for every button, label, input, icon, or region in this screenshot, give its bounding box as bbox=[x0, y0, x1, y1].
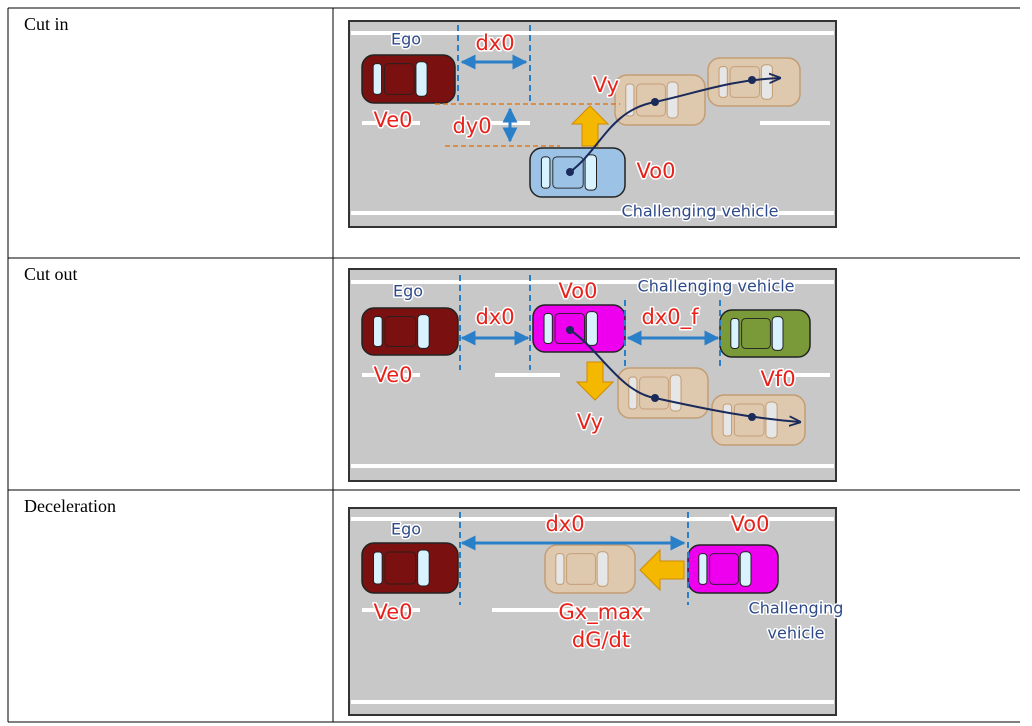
car-windshield bbox=[585, 311, 598, 346]
car bbox=[719, 309, 811, 358]
trajectory-point bbox=[748, 76, 756, 84]
car-roof bbox=[639, 376, 669, 410]
label: Challenging bbox=[749, 599, 844, 618]
label: Vo0 bbox=[731, 512, 770, 536]
car-windshield bbox=[760, 64, 773, 100]
car-windshield bbox=[669, 374, 682, 412]
car-windshield bbox=[417, 549, 430, 587]
label: Vo0 bbox=[637, 159, 676, 183]
label: Gx_max bbox=[559, 600, 644, 625]
label: Vo0 bbox=[559, 279, 598, 303]
table-grid bbox=[7, 7, 1020, 723]
label: dy0 bbox=[452, 114, 491, 138]
car-windshield bbox=[596, 551, 609, 587]
row-label: Cut out bbox=[24, 264, 78, 284]
trajectory-point bbox=[566, 168, 574, 176]
label: Vy bbox=[593, 73, 619, 97]
car-roof bbox=[383, 63, 415, 95]
car bbox=[711, 394, 806, 446]
label: dx0_f bbox=[641, 305, 699, 330]
row-label: Deceleration bbox=[24, 496, 116, 516]
trajectory-point bbox=[651, 394, 659, 402]
car-windshield bbox=[417, 314, 430, 349]
car-rear-window bbox=[372, 63, 383, 95]
label: Challenging vehicle bbox=[638, 277, 795, 296]
car-rear-window bbox=[628, 376, 638, 410]
car-windshield bbox=[739, 551, 752, 587]
car-rear-window bbox=[543, 312, 553, 345]
car bbox=[617, 367, 709, 419]
label: dx0 bbox=[545, 512, 584, 536]
label: Challenging vehicle bbox=[622, 202, 779, 221]
diagrams bbox=[348, 20, 837, 716]
car-rear-window bbox=[698, 553, 708, 585]
label: Ve0 bbox=[373, 600, 412, 624]
trajectory-point bbox=[748, 413, 756, 421]
car-rear-window bbox=[555, 553, 565, 585]
car-roof bbox=[741, 317, 771, 350]
car bbox=[529, 147, 626, 198]
label: vehicle bbox=[768, 624, 825, 643]
car-rear-window bbox=[730, 317, 740, 350]
car-windshield bbox=[584, 154, 597, 191]
trajectory-point bbox=[566, 326, 574, 334]
label: Ve0 bbox=[373, 108, 412, 132]
car-rear-window bbox=[373, 315, 383, 348]
car-rear-window bbox=[718, 66, 728, 98]
car-windshield bbox=[771, 316, 784, 351]
car-rear-window bbox=[373, 551, 383, 585]
car bbox=[544, 544, 636, 594]
car-rear-window bbox=[540, 156, 551, 189]
car bbox=[361, 542, 459, 594]
label: Ego bbox=[393, 282, 423, 301]
car-roof bbox=[733, 403, 765, 437]
motion-arrow bbox=[575, 361, 615, 401]
car-windshield bbox=[666, 81, 679, 119]
label: dG/dt bbox=[572, 628, 630, 652]
car-windshield bbox=[415, 61, 428, 97]
car-roof bbox=[384, 315, 417, 348]
label: Vy bbox=[577, 410, 603, 434]
car-roof bbox=[384, 551, 417, 585]
car-roof bbox=[566, 553, 596, 585]
label: Ve0 bbox=[373, 363, 412, 387]
car bbox=[361, 54, 456, 104]
label: dx0 bbox=[475, 305, 514, 329]
car-rear-window bbox=[625, 83, 635, 117]
motion-arrow bbox=[570, 105, 610, 147]
car-rear-window bbox=[722, 403, 733, 437]
label: Vf0 bbox=[760, 367, 795, 391]
car bbox=[687, 544, 779, 594]
car bbox=[361, 307, 459, 356]
trajectory-point bbox=[651, 98, 659, 106]
row-label: Cut in bbox=[24, 14, 69, 34]
label: Ego bbox=[391, 520, 421, 539]
label: dx0 bbox=[475, 31, 514, 55]
car bbox=[532, 304, 626, 353]
motion-arrow bbox=[639, 548, 685, 592]
label: Ego bbox=[391, 30, 421, 49]
car-roof bbox=[709, 553, 739, 585]
car-body bbox=[711, 394, 806, 446]
diagram-labels: Ego dx0 Vy dy0 Ve0 Vo0 Challenging vehic… bbox=[372, 28, 845, 654]
